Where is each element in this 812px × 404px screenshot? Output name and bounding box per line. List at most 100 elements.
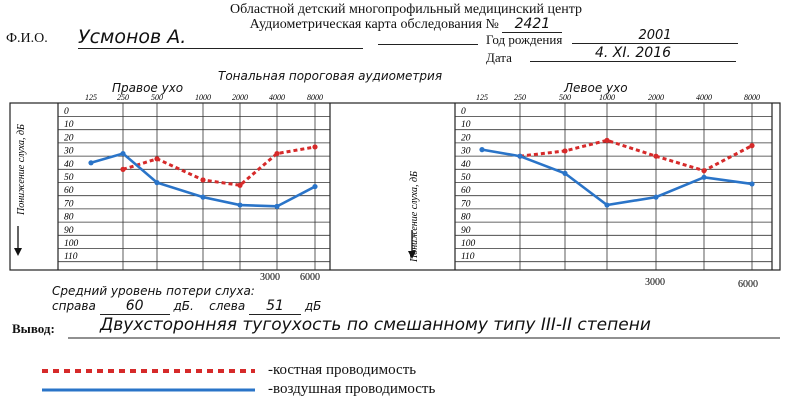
right-air-point — [88, 160, 94, 166]
right-x-tick: 125 — [85, 93, 97, 102]
right-x-tick: 2000 — [232, 93, 248, 102]
left-air-point — [479, 147, 485, 153]
audiogram-frame — [9, 102, 781, 271]
left-x-tick: 2000 — [648, 93, 664, 102]
right-bone-point — [274, 150, 280, 157]
right-bone-point — [237, 182, 243, 188]
left-air-point — [749, 181, 755, 187]
left-ear-title: Левое ухо — [564, 81, 628, 95]
right-y-tick: 80 — [64, 213, 74, 223]
right-ear-title: Правое ухо — [112, 81, 184, 95]
right-air-point — [200, 194, 206, 200]
right-y-tick: 90 — [64, 226, 74, 236]
card-number: 2421 — [502, 16, 563, 33]
left-air-point — [562, 170, 568, 176]
right-bone-point — [312, 144, 318, 150]
card-title-text: Аудиометрическая карта обследования № — [249, 17, 499, 32]
right-axis-arrow — [14, 226, 22, 256]
left-bone-point — [701, 168, 707, 174]
left-air-point — [653, 194, 659, 200]
left-axis-label: Понижение слуха, дБ — [409, 171, 420, 263]
left-axis-arrow — [408, 230, 416, 259]
date-value: 4. XI. 2016 — [530, 45, 736, 62]
left-x-tick: 500 — [559, 93, 571, 102]
left-x-tick: 125 — [476, 93, 488, 102]
left-bottom-3000: 3000 — [645, 277, 665, 288]
left-x-tick: 4000 — [696, 93, 712, 102]
left-bone-point — [604, 137, 610, 143]
left-x-tick: 8000 — [744, 93, 760, 102]
left-bottom-6000: 6000 — [738, 279, 758, 290]
right-air-point — [237, 202, 243, 208]
summary-row: справа 60 дБ. слева 51 дБ — [52, 298, 321, 315]
left-bone-point — [653, 153, 659, 159]
left-bone-line — [519, 138, 753, 173]
left-y-tick: 10 — [461, 120, 471, 130]
right-y-tick: 100 — [64, 239, 79, 249]
right-air-point — [154, 180, 160, 186]
left-y-tick: 40 — [461, 160, 471, 170]
left-y-tick: 70 — [461, 199, 471, 209]
right-y-tick: 20 — [64, 133, 74, 143]
left-y-tick: 100 — [461, 239, 476, 249]
summary-right-unit: дБ. — [173, 299, 194, 313]
left-y-tick: 80 — [461, 213, 471, 223]
summary-left-label: слева — [209, 299, 246, 313]
center-name: Областной детский многопрофильный медици… — [229, 2, 583, 17]
audiometry-title: Тональная пороговая аудиометрия — [218, 69, 443, 83]
right-y-tick: 0 — [64, 107, 69, 117]
summary-left-value: 51 — [249, 298, 302, 315]
conclusion-label: Вывод: — [12, 321, 55, 336]
conclusion-text: Двухсторонняя тугоухость по смешанному т… — [100, 315, 651, 335]
left-bone-point — [749, 143, 755, 149]
right-bottom-3000: 3000 — [260, 272, 280, 283]
right-x-tick: 8000 — [307, 93, 323, 102]
left-bone-point — [562, 148, 568, 154]
right-y-tick: 40 — [64, 160, 74, 170]
right-bone-line — [122, 145, 316, 187]
summary-label: Средний уровень потери слуха: — [52, 284, 255, 298]
left-air-point — [701, 174, 707, 180]
right-air-point — [312, 183, 318, 190]
right-x-tick: 500 — [151, 93, 163, 102]
left-air-line — [481, 148, 753, 207]
left-y-tick: 110 — [461, 252, 475, 262]
left-x-tick: 250 — [514, 93, 526, 102]
right-air-point — [274, 203, 280, 209]
right-y-tick: 60 — [64, 186, 74, 196]
right-axis-label: Понижение слуха, дБ — [16, 124, 27, 216]
right-x-tick: 250 — [117, 93, 129, 102]
left-x-tick: 1000 — [599, 93, 615, 102]
summary-right-label: справа — [52, 299, 96, 313]
right-y-tick: 50 — [64, 173, 74, 183]
card-title: Аудиометрическая карта обследования № 24… — [0, 16, 812, 33]
fio-value: Усмонов А. — [78, 26, 363, 49]
summary-right-value: 60 — [99, 298, 170, 315]
right-y-tick: 10 — [64, 120, 74, 130]
right-y-tick: 70 — [64, 199, 74, 209]
right-bone-point — [200, 177, 206, 183]
right-x-tick: 4000 — [269, 93, 285, 102]
legend-bone-text: -костная проводимость — [268, 362, 417, 378]
right-bone-point — [154, 156, 160, 162]
left-y-tick: 30 — [460, 147, 471, 157]
left-y-tick: 20 — [461, 133, 471, 143]
right-bottom-6000: 6000 — [300, 272, 320, 283]
right-x-tick: 1000 — [195, 93, 211, 102]
birth-label: Год рождения — [486, 32, 563, 47]
left-air-point — [604, 202, 610, 208]
date-label: Дата — [486, 50, 512, 65]
right-y-tick: 110 — [64, 252, 78, 262]
right-y-tick: 30 — [63, 147, 74, 157]
left-y-tick: 90 — [461, 226, 471, 236]
fio-label: Ф.И.О. — [6, 31, 48, 46]
right-bone-point — [120, 166, 126, 172]
left-ear-chart: 0 10 20 30 40 50 60 70 80 90 100 110 125 250 500 1000 20… — [454, 93, 773, 270]
right-air-point — [120, 150, 126, 157]
left-y-tick: 50 — [461, 173, 471, 183]
left-air-point — [517, 153, 523, 159]
right-ear-chart: 0 10 20 30 40 50 60 70 80 90 100 110 125 250 500 1000 20… — [57, 93, 331, 270]
fio-extra-line — [378, 26, 478, 45]
left-y-tick: 60 — [461, 186, 471, 196]
